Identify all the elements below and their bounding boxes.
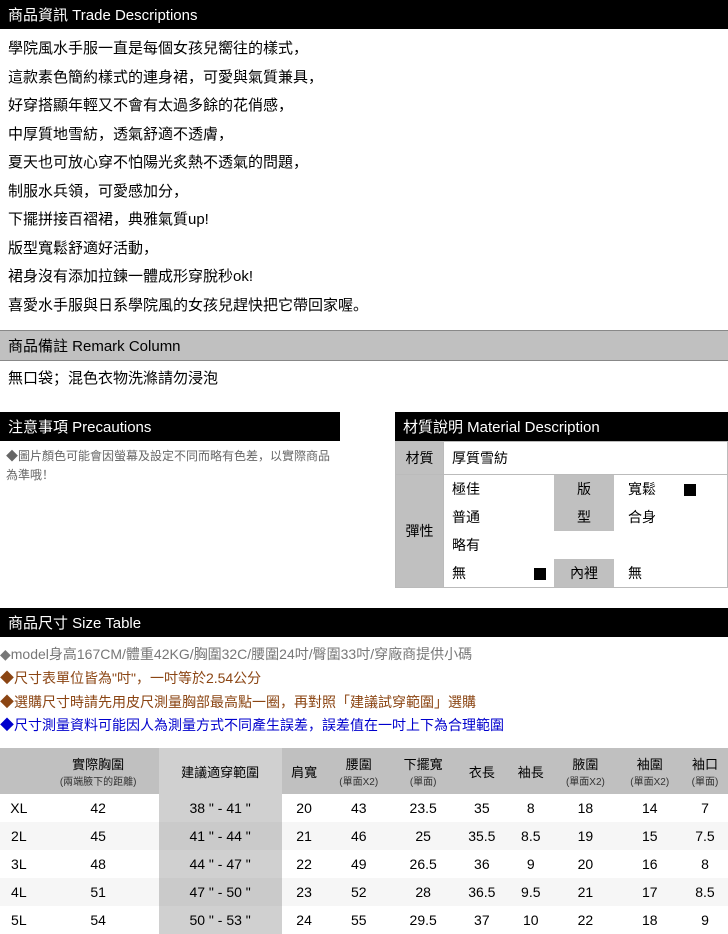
size-cell: 43	[327, 794, 391, 822]
size-note: ◆尺寸測量資料可能因人為測量方式不同產生誤差，誤差值在一吋上下為合理範圍	[0, 714, 728, 738]
trade-desc-line: 下擺拼接百褶裙，典雅氣質up!	[8, 206, 720, 235]
elastic-none: 無	[444, 559, 534, 587]
size-cell: 10	[508, 906, 553, 934]
size-cell: 8	[508, 794, 553, 822]
size-cell: 26.5	[391, 850, 456, 878]
fit-loose-selected-icon	[684, 484, 696, 496]
size-cell: 55	[327, 906, 391, 934]
fit-fit: 合身	[614, 503, 684, 531]
size-cell: 14	[618, 794, 682, 822]
size-cell: 7	[682, 794, 728, 822]
size-cell: 18	[618, 906, 682, 934]
size-col-header: 下擺寬(單面)	[391, 748, 456, 794]
size-cell: 37	[455, 906, 508, 934]
lining-value: 無	[614, 559, 684, 587]
size-cell: 24	[282, 906, 327, 934]
size-cell: 51	[38, 878, 159, 906]
elastic-normal: 普通	[444, 503, 534, 531]
size-cell: 23	[282, 878, 327, 906]
size-cell: XL	[0, 794, 38, 822]
size-cell: 42	[38, 794, 159, 822]
elastic-slight: 略有	[444, 531, 534, 559]
size-cell: 20	[282, 794, 327, 822]
elastic-none-selected-icon	[534, 568, 546, 580]
trade-desc-line: 學院風水手服一直是每個女孩兒嚮往的樣式，	[8, 35, 720, 64]
size-cell: 8.5	[682, 878, 728, 906]
size-col-header: 衣長	[455, 748, 508, 794]
size-cell: 29.5	[391, 906, 456, 934]
size-notes: ◆model身高167CM/體重42KG/胸圍32C/腰圍24吋/臀圍33吋/穿…	[0, 637, 728, 748]
size-cell: 8	[682, 850, 728, 878]
size-cell: 23.5	[391, 794, 456, 822]
material-table: 材質 厚質雪紡 彈性 極佳 版 寬鬆 普通	[395, 441, 728, 588]
size-cell: 3L	[0, 850, 38, 878]
precautions-body: ◆圖片顏色可能會因螢幕及設定不同而略有色差，以實際商品為準哦！	[0, 441, 340, 491]
size-cell: 44 " - 47 "	[159, 850, 282, 878]
size-cell: 28	[391, 878, 456, 906]
size-row: 5L5450 " - 53 "245529.5371022189	[0, 906, 728, 934]
trade-desc-body: 學院風水手服一直是每個女孩兒嚮往的樣式，這款素色簡約樣式的連身裙，可愛與氣質兼具…	[0, 29, 728, 330]
size-row: 3L4844 " - 47 "224926.536920168	[0, 850, 728, 878]
trade-desc-line: 中厚質地雪紡，透氣舒適不透膚，	[8, 121, 720, 150]
size-cell: 9	[508, 850, 553, 878]
trade-desc-header: 商品資訊 Trade Descriptions	[0, 0, 728, 29]
size-row: 4L5147 " - 50 "23522836.59.521178.5	[0, 878, 728, 906]
fit-label-2: 型	[554, 503, 614, 531]
size-header: 商品尺寸 Size Table	[0, 608, 728, 637]
fit-label: 版	[554, 475, 614, 503]
size-cell: 22	[553, 906, 617, 934]
size-cell: 47 " - 50 "	[159, 878, 282, 906]
trade-desc-line: 好穿搭顯年輕又不會有太過多餘的花俏感，	[8, 92, 720, 121]
size-cell: 49	[327, 850, 391, 878]
size-cell: 52	[327, 878, 391, 906]
material-value: 厚質雪紡	[444, 442, 728, 475]
size-cell: 36	[455, 850, 508, 878]
material-label: 材質	[396, 442, 444, 475]
trade-desc-line: 這款素色簡約樣式的連身裙，可愛與氣質兼具，	[8, 64, 720, 93]
trade-desc-line: 裙身沒有添加拉鍊一體成形穿脫秒ok!	[8, 263, 720, 292]
size-cell: 50 " - 53 "	[159, 906, 282, 934]
precautions-header: 注意事項 Precautions	[0, 412, 340, 441]
size-cell: 9	[682, 906, 728, 934]
size-row: XL4238 " - 41 "204323.535818147	[0, 794, 728, 822]
trade-desc-line: 版型寬鬆舒適好活動，	[8, 235, 720, 264]
size-cell: 9.5	[508, 878, 553, 906]
size-col-header: 袖長	[508, 748, 553, 794]
size-col-header: 實際胸圍(兩端腋下的距離)	[38, 748, 159, 794]
size-cell: 36.5	[455, 878, 508, 906]
trade-desc-line: 制服水兵領，可愛感加分，	[8, 178, 720, 207]
material-header: 材質說明 Material Description	[395, 412, 728, 441]
size-col-header: 建議適穿範圍	[159, 748, 282, 794]
size-col-header: 肩寬	[282, 748, 327, 794]
size-cell: 17	[618, 878, 682, 906]
size-cell: 21	[553, 878, 617, 906]
remark-header: 商品備註 Remark Column	[0, 330, 728, 361]
size-col-header: 腰圍(單面X2)	[327, 748, 391, 794]
size-cell: 54	[38, 906, 159, 934]
size-col-header: 袖口(單面)	[682, 748, 728, 794]
size-col-header: 袖圍(單面X2)	[618, 748, 682, 794]
remark-body: 無口袋；混色衣物洗滌請勿浸泡	[0, 361, 728, 402]
size-note: ◆尺寸表單位皆為"吋"，一吋等於2.54公分	[0, 667, 728, 691]
fit-loose: 寬鬆	[614, 475, 684, 503]
size-cell: 16	[618, 850, 682, 878]
size-cell: 4L	[0, 878, 38, 906]
lining-label: 內裡	[554, 559, 614, 587]
size-table: 實際胸圍(兩端腋下的距離)建議適穿範圍肩寬腰圍(單面X2)下擺寬(單面)衣長袖長…	[0, 748, 728, 934]
size-cell: 38 " - 41 "	[159, 794, 282, 822]
trade-desc-line: 喜愛水手服與日系學院風的女孩兒趕快把它帶回家喔。	[8, 292, 720, 321]
size-note: ◆選購尺寸時請先用皮尺測量胸部最高點一圈，再對照「建議試穿範圍」選購	[0, 691, 728, 715]
size-cell: 20	[553, 850, 617, 878]
size-col-header: 腋圍(單面X2)	[553, 748, 617, 794]
elastic-label: 彈性	[396, 475, 444, 588]
size-cell: 22	[282, 850, 327, 878]
size-cell: 5L	[0, 906, 38, 934]
elastic-best: 極佳	[444, 475, 534, 503]
size-cell: 18	[553, 794, 617, 822]
trade-desc-line: 夏天也可放心穿不怕陽光炙熱不透氣的問題，	[8, 149, 720, 178]
size-cell: 48	[38, 850, 159, 878]
size-note: ◆model身高167CM/體重42KG/胸圍32C/腰圍24吋/臀圍33吋/穿…	[0, 643, 728, 667]
size-cell: 35	[455, 794, 508, 822]
size-col-header	[0, 748, 38, 794]
